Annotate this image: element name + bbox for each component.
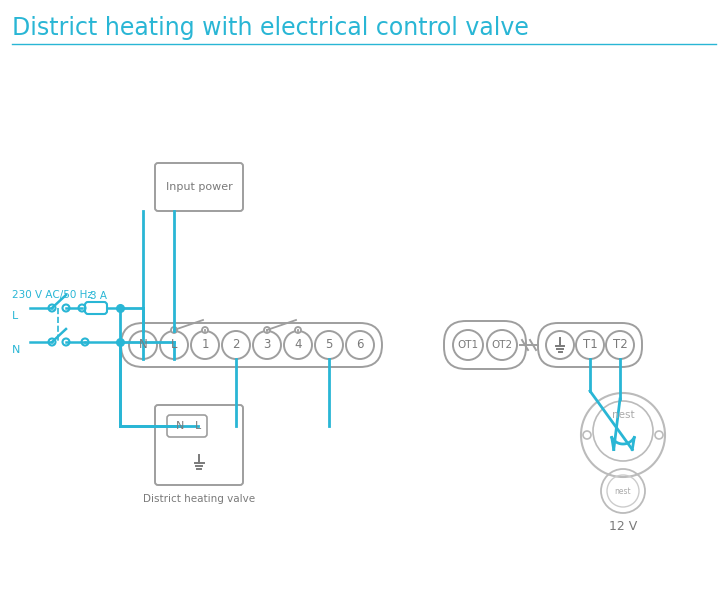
Text: N: N <box>138 339 147 352</box>
Text: N: N <box>12 345 20 355</box>
Text: OT2: OT2 <box>491 340 513 350</box>
Text: L: L <box>12 311 18 321</box>
Circle shape <box>202 327 208 333</box>
Circle shape <box>82 339 89 346</box>
Text: L: L <box>195 421 201 431</box>
Text: T1: T1 <box>582 339 598 352</box>
Circle shape <box>63 305 69 311</box>
Text: T2: T2 <box>613 339 628 352</box>
Text: nest: nest <box>612 410 634 420</box>
Circle shape <box>171 327 177 333</box>
Text: District heating with electrical control valve: District heating with electrical control… <box>12 16 529 40</box>
Text: OT1: OT1 <box>457 340 478 350</box>
Circle shape <box>49 305 55 311</box>
Circle shape <box>295 327 301 333</box>
Circle shape <box>79 305 85 311</box>
Text: District heating valve: District heating valve <box>143 494 255 504</box>
Text: 1: 1 <box>201 339 209 352</box>
Text: 2: 2 <box>232 339 240 352</box>
Text: 12 V: 12 V <box>609 520 637 533</box>
Text: L: L <box>171 339 177 352</box>
Text: N: N <box>176 421 184 431</box>
Circle shape <box>63 339 69 346</box>
Text: 4: 4 <box>294 339 301 352</box>
Text: 3 A: 3 A <box>90 291 106 301</box>
Circle shape <box>264 327 270 333</box>
Text: 5: 5 <box>325 339 333 352</box>
Text: 230 V AC/50 Hz: 230 V AC/50 Hz <box>12 290 93 300</box>
Text: 3: 3 <box>264 339 271 352</box>
Text: 6: 6 <box>356 339 364 352</box>
Text: nest: nest <box>614 486 631 495</box>
Circle shape <box>49 339 55 346</box>
Text: Input power: Input power <box>166 182 232 192</box>
